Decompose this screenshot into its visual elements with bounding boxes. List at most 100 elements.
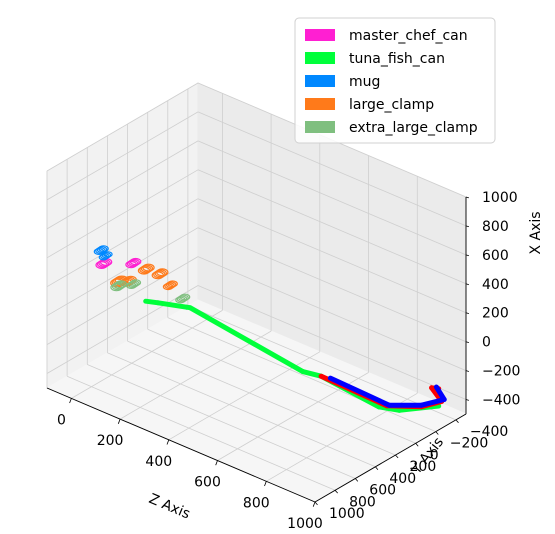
data-point [98, 245, 109, 253]
data-point [176, 295, 188, 303]
grid-line [197, 169, 467, 285]
data-point [129, 280, 140, 288]
legend-label: master_chef_can [349, 28, 468, 44]
tick-label: 600 [369, 483, 396, 499]
tick-labels: 02004006008001000−400−200020040060080010… [57, 190, 521, 532]
tick-mark [264, 481, 267, 487]
tick-mark [455, 419, 459, 423]
grid-line [119, 330, 272, 420]
data-point [164, 282, 175, 290]
tick-mark [334, 490, 338, 494]
tick-mark [166, 439, 170, 445]
data-point [153, 270, 166, 279]
data-point [129, 257, 142, 266]
series-master_chef_can [95, 257, 142, 270]
data-point [101, 252, 112, 259]
grid-line [197, 227, 467, 343]
data-point [179, 293, 191, 301]
legend-swatch [305, 29, 335, 41]
data-point [376, 404, 402, 413]
data-point [139, 265, 152, 274]
tick-label: −400 [470, 424, 508, 440]
legend-label: mug [349, 74, 380, 90]
tick-mark [117, 418, 121, 424]
data-point [300, 369, 324, 379]
grid-line [46, 256, 199, 345]
tick-label: 400 [482, 277, 509, 293]
grid-line [167, 317, 436, 432]
grid-line [197, 140, 467, 256]
data-point [96, 246, 108, 254]
tick-mark [465, 196, 470, 199]
tick-label: −200 [450, 436, 488, 452]
grid-line [87, 364, 356, 479]
z-axis-label: X Axis [528, 211, 544, 254]
grid-line [197, 256, 467, 371]
data-point [128, 258, 140, 267]
data-point [142, 263, 155, 272]
data-point [140, 264, 154, 273]
data-point [103, 251, 113, 258]
grid-line [197, 198, 467, 314]
tick-mark [465, 283, 470, 286]
legend-swatch [305, 52, 335, 64]
tick-label: 600 [194, 475, 221, 491]
tick-mark [465, 225, 470, 228]
tick-mark [435, 431, 439, 435]
tick-mark [215, 460, 218, 466]
tick-label: −400 [482, 393, 520, 409]
tick-label: 1000 [482, 190, 518, 206]
grid-line [46, 285, 199, 374]
data-point [165, 281, 177, 289]
tick-mark [375, 466, 379, 470]
tick-label: 200 [482, 306, 509, 322]
tick-label: −200 [482, 364, 520, 380]
grid-line [46, 82, 199, 172]
axis-lines [46, 197, 467, 503]
data-point [419, 397, 447, 408]
tick-mark [314, 501, 318, 506]
legend-label: extra_large_clamp [349, 120, 478, 136]
tick-mark [465, 399, 470, 401]
tick-mark [395, 454, 399, 459]
x-axis-line [46, 387, 316, 503]
tick-label: 1000 [329, 506, 365, 522]
grid-line [197, 111, 467, 227]
tick-mark [465, 312, 470, 314]
data-point [187, 305, 306, 375]
legend-swatch [305, 98, 335, 110]
series-0000ff [327, 375, 447, 408]
tick-mark [465, 341, 470, 343]
data-point [167, 280, 178, 288]
tick-mark [354, 478, 359, 482]
grid-line [46, 111, 199, 201]
grid-line [46, 227, 199, 317]
grid-line [147, 328, 416, 444]
grid-line [66, 375, 336, 491]
legend-label: large_clamp [349, 97, 434, 113]
data-point [111, 282, 125, 291]
series-extra_large_clamp [110, 279, 191, 304]
tick-mark [69, 398, 72, 404]
grid-line [71, 310, 223, 399]
grid-line [46, 169, 199, 259]
tick-mark [465, 370, 470, 372]
axis-panes [45, 82, 468, 503]
tick-mark [465, 254, 470, 257]
data-point [155, 300, 190, 310]
tick-label: 800 [482, 219, 509, 235]
legend-swatch [305, 75, 335, 87]
data-point [126, 259, 139, 268]
y-axis-line [314, 413, 467, 503]
grid-line [46, 140, 199, 230]
series-mug [93, 245, 113, 261]
grid-lines [46, 82, 467, 503]
tick-label: 800 [349, 494, 376, 510]
x-axis-label: Z Axis [146, 491, 192, 523]
grid-line [197, 285, 467, 400]
tick-label: 1000 [287, 516, 323, 532]
tick-label: 0 [430, 447, 439, 463]
tick-label: 800 [243, 495, 270, 511]
